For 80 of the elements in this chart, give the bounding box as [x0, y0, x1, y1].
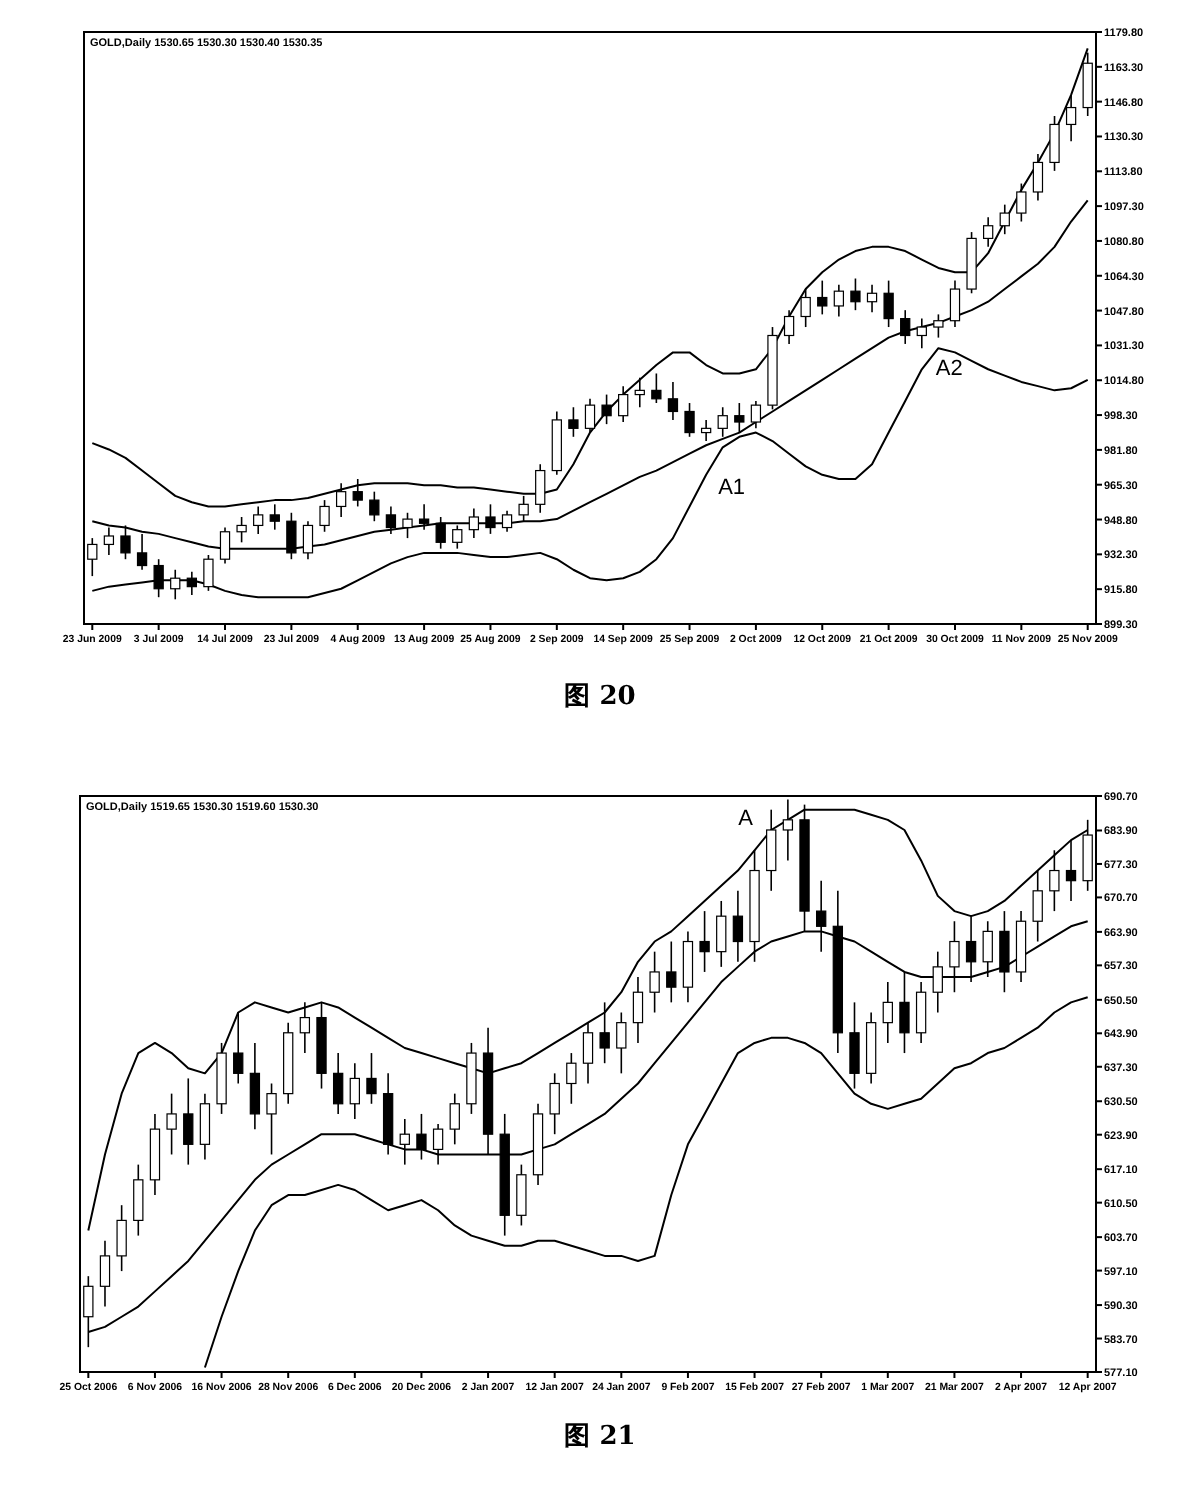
candlestick — [385, 505, 397, 535]
candlestick — [999, 203, 1010, 235]
candlestick — [717, 406, 728, 438]
candlestick — [236, 516, 247, 544]
candlestick — [418, 503, 430, 531]
candlestick — [599, 1001, 610, 1065]
candlestick — [649, 950, 660, 1014]
candlestick — [566, 1052, 577, 1105]
candlestick — [899, 971, 910, 1054]
candlestick — [866, 284, 878, 314]
candlestick — [266, 1082, 277, 1156]
candlestick — [849, 1001, 860, 1090]
candlestick — [750, 400, 762, 430]
candlestick — [199, 1092, 211, 1161]
candlestick — [369, 490, 380, 523]
candlestick — [416, 1113, 427, 1161]
candlestick — [1065, 839, 1077, 902]
candlestick — [432, 1123, 444, 1166]
candlestick — [949, 279, 961, 328]
candlestick — [299, 1001, 311, 1054]
candlestick — [166, 1092, 177, 1156]
candlestick — [233, 1011, 244, 1085]
candlestick — [983, 216, 994, 248]
candlestick — [399, 1118, 410, 1166]
candlestick — [850, 277, 861, 311]
candlestick — [501, 509, 513, 533]
annotation: A1 — [718, 475, 746, 500]
candlestick — [682, 930, 694, 1004]
candlestick — [932, 950, 943, 1014]
candlestick — [349, 1062, 360, 1120]
candlestick — [882, 981, 893, 1044]
candlestick — [667, 381, 679, 421]
candlestick — [883, 279, 894, 328]
candlestick — [1032, 153, 1044, 202]
candlestick — [449, 1092, 460, 1146]
candlestick — [183, 1077, 194, 1166]
candlestick — [817, 279, 828, 316]
candlestick — [716, 900, 727, 968]
annotation: A2 — [935, 357, 963, 382]
candlestick — [203, 554, 214, 592]
candlestick — [699, 910, 710, 973]
candlestick — [249, 1042, 261, 1130]
candlestick — [99, 1239, 111, 1308]
candlestick — [516, 1163, 527, 1227]
text: 图 21 — [564, 1422, 636, 1452]
candlestick — [915, 981, 927, 1044]
candlestick — [618, 385, 629, 423]
candlestick — [632, 976, 644, 1044]
candlestick — [582, 1021, 594, 1085]
annotation: A — [738, 806, 755, 831]
candlestick — [616, 1011, 627, 1075]
candlestick — [601, 393, 612, 425]
candlestick — [916, 317, 927, 349]
candlestick — [1049, 849, 1060, 912]
candlestick — [366, 1052, 377, 1105]
candlestick — [402, 511, 413, 539]
candlestick — [319, 499, 330, 533]
candlestick — [485, 503, 496, 535]
candlestick — [133, 1163, 144, 1237]
candlestick — [468, 507, 480, 539]
candlestick — [700, 419, 712, 442]
candlestick — [549, 1072, 560, 1135]
text: 图 20 — [564, 682, 636, 712]
candlestick — [651, 372, 662, 404]
candlestick — [584, 398, 596, 434]
candlestick — [933, 313, 944, 339]
candlestick — [1049, 115, 1060, 172]
candlestick — [800, 288, 811, 328]
candlestick — [1065, 94, 1077, 143]
candlestick — [900, 309, 911, 345]
candlestick — [568, 406, 579, 438]
candlestick — [783, 309, 795, 345]
candlestick — [116, 1204, 127, 1272]
candlestick — [332, 1052, 344, 1115]
candlestick — [666, 940, 677, 1004]
candlestick — [1016, 182, 1027, 223]
candlestick — [734, 402, 745, 434]
candlestick — [634, 376, 645, 409]
candlestick — [833, 284, 845, 318]
candlestick — [684, 402, 695, 438]
